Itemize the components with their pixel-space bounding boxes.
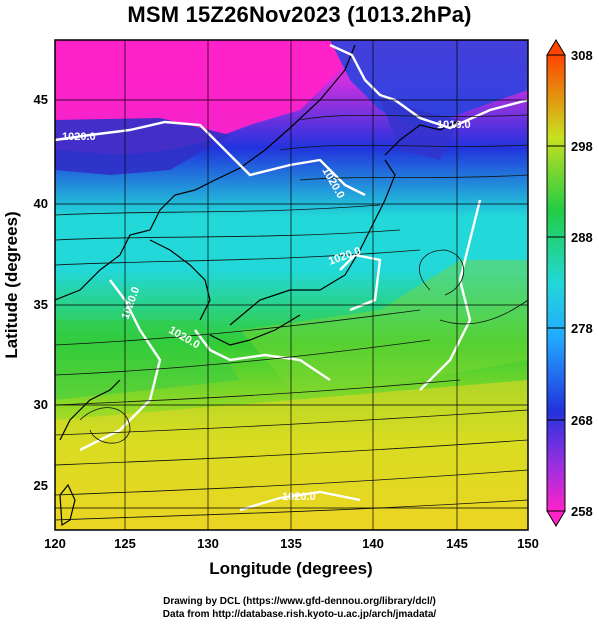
colorbar-scale <box>546 54 566 512</box>
credit-drawing: Drawing by DCL (https://www.gfd-dennou.o… <box>163 596 436 607</box>
wind-streamlines <box>55 114 528 521</box>
x-tick-label: 135 <box>280 536 302 551</box>
colorbar-tick-label: 308 <box>571 48 593 63</box>
y-tick-label: 35 <box>34 297 48 312</box>
colorbar-min-arrow <box>546 510 566 527</box>
contour-label: 1020.0 <box>282 491 316 503</box>
contour-label: 1016.0 <box>437 119 471 131</box>
contour-label: 1020.0 <box>62 131 96 143</box>
y-tick-label: 45 <box>34 92 48 107</box>
colorbar: 308 298 288 278 268 258 <box>546 39 593 527</box>
x-tick-label: 140 <box>362 536 384 551</box>
plot-frame <box>54 39 529 531</box>
credit-data: Data from http://database.rish.kyoto-u.a… <box>162 609 437 620</box>
y-axis: 45 40 35 30 25 Latitude (degrees) <box>2 92 48 493</box>
x-tick-label: 125 <box>114 536 136 551</box>
colorbar-tick-label: 268 <box>571 413 593 428</box>
x-tick-label: 130 <box>197 536 219 551</box>
y-tick-label: 40 <box>34 196 48 211</box>
colorbar-tick-label: 278 <box>571 321 593 336</box>
x-tick-label: 145 <box>446 536 468 551</box>
colorbar-tick-label: 258 <box>571 504 593 519</box>
y-axis-label: Latitude (degrees) <box>2 211 21 358</box>
chart-title: MSM 15Z26Nov2023 (1013.2hPa) <box>127 2 472 27</box>
x-tick-label: 120 <box>44 536 66 551</box>
x-tick-label: 150 <box>517 536 539 551</box>
y-tick-label: 30 <box>34 397 48 412</box>
grid <box>55 40 528 530</box>
x-axis: 120 125 130 135 140 145 150 Longitude (d… <box>44 536 539 578</box>
y-tick-label: 25 <box>34 478 48 493</box>
colorbar-tick-label: 298 <box>571 139 593 154</box>
x-axis-label: Longitude (degrees) <box>209 559 372 578</box>
colorbar-max-arrow <box>546 39 566 56</box>
colorbar-tick-label: 288 <box>571 230 593 245</box>
